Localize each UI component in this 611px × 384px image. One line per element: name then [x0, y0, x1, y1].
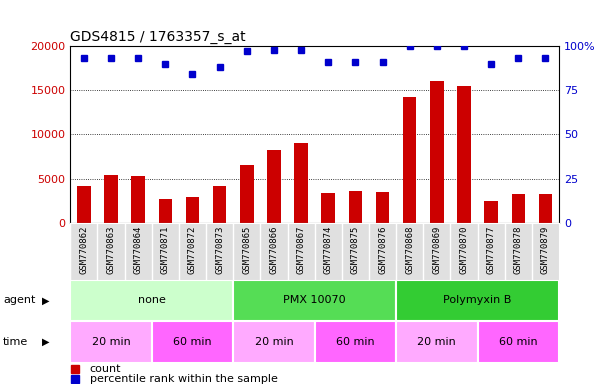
Text: GSM770865: GSM770865: [243, 226, 251, 274]
Text: 60 min: 60 min: [173, 337, 212, 347]
Bar: [457, 86, 471, 223]
Text: 60 min: 60 min: [336, 337, 375, 347]
Bar: [152, 321, 233, 363]
Bar: [539, 194, 552, 223]
Bar: [430, 81, 444, 223]
Text: GSM770870: GSM770870: [459, 226, 469, 274]
Bar: [233, 321, 315, 363]
Bar: [70, 280, 233, 321]
Text: 20 min: 20 min: [92, 337, 130, 347]
Text: GSM770866: GSM770866: [269, 226, 279, 274]
Bar: [158, 199, 172, 223]
Text: percentile rank within the sample: percentile rank within the sample: [90, 374, 277, 384]
Text: GSM770869: GSM770869: [433, 226, 441, 274]
Bar: [131, 176, 145, 223]
Text: GSM770872: GSM770872: [188, 226, 197, 274]
Text: GSM770871: GSM770871: [161, 226, 170, 274]
Bar: [315, 321, 396, 363]
Bar: [511, 194, 525, 223]
Bar: [213, 185, 227, 223]
Text: Polymyxin B: Polymyxin B: [444, 295, 512, 306]
Bar: [77, 185, 90, 223]
Text: GSM770874: GSM770874: [324, 226, 333, 274]
Bar: [321, 193, 335, 223]
Text: count: count: [90, 364, 122, 374]
Text: GSM770864: GSM770864: [134, 226, 142, 274]
Bar: [267, 150, 280, 223]
Text: PMX 10070: PMX 10070: [284, 295, 346, 306]
Bar: [396, 321, 478, 363]
Text: 20 min: 20 min: [417, 337, 456, 347]
Text: GSM770878: GSM770878: [514, 226, 523, 274]
Bar: [485, 200, 498, 223]
Bar: [70, 321, 152, 363]
Text: GSM770873: GSM770873: [215, 226, 224, 274]
Text: GSM770876: GSM770876: [378, 226, 387, 274]
Text: GSM770862: GSM770862: [79, 226, 89, 274]
Bar: [478, 321, 559, 363]
Bar: [104, 175, 118, 223]
Text: GSM770867: GSM770867: [296, 226, 306, 274]
Text: GSM770863: GSM770863: [106, 226, 115, 274]
Text: agent: agent: [3, 295, 35, 306]
Bar: [186, 197, 199, 223]
Text: time: time: [3, 337, 28, 347]
Bar: [233, 280, 396, 321]
Text: ▶: ▶: [42, 295, 49, 306]
Bar: [349, 191, 362, 223]
Bar: [403, 97, 417, 223]
Text: 20 min: 20 min: [255, 337, 293, 347]
Text: GSM770879: GSM770879: [541, 226, 550, 274]
Text: 60 min: 60 min: [499, 337, 538, 347]
Bar: [240, 165, 254, 223]
Text: GSM770875: GSM770875: [351, 226, 360, 274]
Bar: [376, 192, 389, 223]
Bar: [295, 143, 308, 223]
Text: ▶: ▶: [42, 337, 49, 347]
Text: GSM770877: GSM770877: [487, 226, 496, 274]
Text: GDS4815 / 1763357_s_at: GDS4815 / 1763357_s_at: [70, 30, 246, 44]
Bar: [396, 280, 559, 321]
Text: none: none: [138, 295, 166, 306]
Text: GSM770868: GSM770868: [405, 226, 414, 274]
